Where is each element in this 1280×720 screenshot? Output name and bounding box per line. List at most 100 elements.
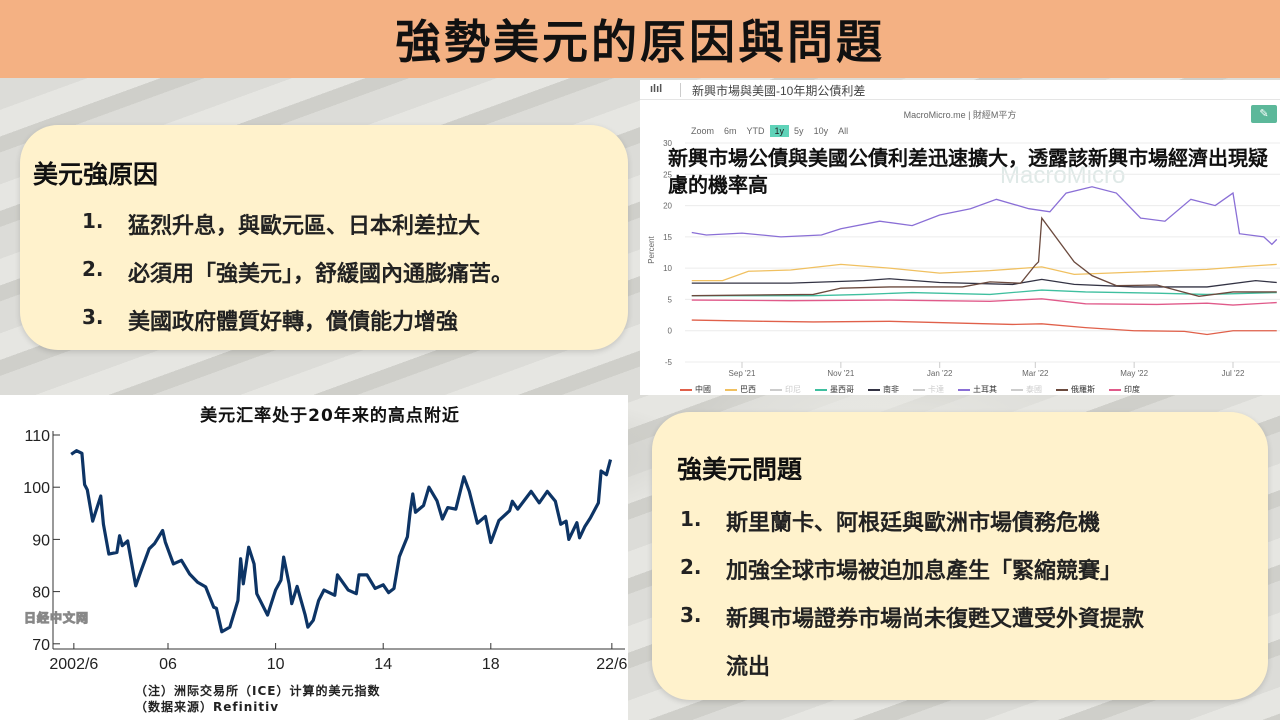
chart-panel-title: 新興市場與美國-10年期公債利差 — [692, 84, 866, 98]
y-tick-label: 25 — [663, 170, 672, 179]
title-bar: 強勢美元的原因與問題 — [0, 0, 1280, 78]
problems-title: 強美元問題 — [677, 455, 803, 484]
legend-swatch — [725, 388, 737, 391]
problem-item: 新興市場證券市場尚未復甦又遭受外資提款 — [726, 607, 1145, 632]
chart-note: （注）洲际交易所（ICE）计算的美元指数 — [135, 684, 381, 698]
dollar-chart-title: 美元汇率处于20年来的高点附近 — [200, 406, 460, 426]
series-line-墨西哥 — [691, 289, 1277, 297]
problem-item: 加強全球市場被迫加息產生「緊縮競賽」 — [726, 559, 1123, 584]
chart-overlay-caption: 新興市場公債與美國公債利差迅速擴大，透露該新興市場經濟出現疑慮的機率高 — [668, 148, 1268, 197]
y-tick-label: 110 — [24, 428, 50, 445]
legend-item[interactable]: 土耳其 — [958, 384, 997, 395]
zoom-all-button[interactable]: All — [838, 126, 849, 136]
chart-source: MacroMicro.me | 財經M平方 — [903, 110, 1017, 120]
chart-legend: 中國 巴西 印尼 墨西哥 南非 卡達 土耳其 泰國 俄羅斯 印度 — [680, 384, 1140, 395]
legend-label: 中國 — [695, 385, 711, 394]
dollar-index-chart: 70 80 90 100 110 2002/6 06 10 14 18 22/6 — [23, 428, 627, 673]
series-line-土耳其 — [691, 186, 1278, 246]
zoom-range-selector: Zoom 6m YTD 1y 5y 10y All — [686, 125, 853, 137]
spread-chart-panel: ılıl 新興市場與美國-10年期公債利差 MacroMicro.me | 財經… — [640, 80, 1280, 395]
legend-item[interactable]: 泰國 — [1011, 384, 1042, 395]
chart-toolbar: ılıl 新興市場與美國-10年期公債利差 — [640, 80, 1280, 100]
series-line-南非 — [691, 278, 1277, 288]
reason-number: 1. — [82, 209, 104, 233]
x-tick-label: 2002/6 — [49, 656, 98, 673]
problem-number: 1. — [680, 507, 702, 531]
problem-number: 3. — [680, 603, 702, 627]
x-tick-label: Sep '21 — [729, 369, 756, 378]
legend-label: 巴西 — [740, 385, 756, 394]
dollar-index-line — [70, 449, 613, 634]
legend-label: 印尼 — [785, 385, 801, 394]
zoom-ytd-button[interactable]: YTD — [746, 126, 765, 136]
x-tick-label: 10 — [267, 656, 285, 673]
legend-swatch — [1056, 388, 1068, 391]
legend-item[interactable]: 俄羅斯 — [1056, 384, 1095, 395]
y-tick-label: 70 — [32, 637, 50, 654]
zoom-1y-button[interactable]: 1y — [769, 125, 790, 137]
x-tick-label: 22/6 — [596, 656, 627, 673]
legend-item[interactable]: 卡達 — [913, 384, 944, 395]
x-tick-label: May '22 — [1120, 369, 1148, 378]
y-tick-label: 100 — [23, 480, 50, 497]
reason-number: 3. — [82, 305, 104, 329]
legend-item[interactable]: 印度 — [1109, 384, 1140, 395]
legend-swatch — [868, 388, 880, 391]
legend-item[interactable]: 印尼 — [770, 384, 801, 395]
series-line-中國 — [691, 319, 1277, 336]
reason-number: 2. — [82, 257, 104, 281]
legend-swatch — [770, 388, 782, 391]
x-tick-label: 14 — [374, 656, 392, 673]
pencil-icon[interactable]: ✎ — [1251, 105, 1277, 123]
legend-label: 土耳其 — [973, 385, 997, 394]
problem-item-continued: 流出 — [726, 655, 771, 680]
legend-item[interactable]: 南非 — [868, 384, 899, 395]
toolbar-divider — [680, 83, 681, 97]
reason-item: 美國政府體質好轉，償債能力增強 — [128, 310, 459, 335]
zoom-10y-button[interactable]: 10y — [813, 126, 829, 136]
x-tick-label: 06 — [159, 656, 177, 673]
y-tick-label: 80 — [32, 585, 50, 602]
legend-label: 泰國 — [1026, 385, 1042, 394]
legend-swatch — [1109, 388, 1121, 391]
legend-swatch — [958, 388, 970, 391]
zoom-6m-button[interactable]: 6m — [724, 126, 737, 136]
legend-label: 卡達 — [928, 385, 944, 394]
legend-item[interactable]: 巴西 — [725, 384, 756, 395]
y-tick-label: -5 — [665, 358, 673, 367]
zoom-5y-button[interactable]: 5y — [794, 126, 804, 136]
y-tick-label: 15 — [663, 233, 672, 242]
series-line-印度 — [691, 298, 1277, 306]
legend-item[interactable]: 中國 — [680, 384, 711, 395]
nikkei-watermark: 日经中文网 — [23, 611, 90, 626]
legend-swatch — [680, 388, 692, 391]
x-tick-label: Jul '22 — [1222, 369, 1245, 378]
legend-label: 南非 — [883, 385, 899, 394]
y-tick-label: 10 — [663, 264, 672, 273]
reasons-box: 美元強原因 1. 猛烈升息，與歐元區、日本利差拉大 2. 必須用「強美元」，舒緩… — [20, 125, 628, 350]
x-tick-label: Nov '21 — [827, 369, 854, 378]
dollar-index-panel: 美元汇率处于20年来的高点附近 70 80 90 100 110 2002/6 06 10 14… — [0, 395, 628, 720]
problem-number: 2. — [680, 555, 702, 579]
legend-swatch — [1011, 388, 1023, 391]
x-tick-label: 18 — [482, 656, 500, 673]
reason-item: 猛烈升息，與歐元區、日本利差拉大 — [128, 214, 481, 239]
legend-swatch — [815, 388, 827, 391]
legend-label: 印度 — [1124, 385, 1140, 394]
y-tick-label: 90 — [32, 532, 50, 549]
legend-item[interactable]: 墨西哥 — [815, 384, 854, 395]
x-tick-label: Mar '22 — [1022, 369, 1049, 378]
reasons-title: 美元強原因 — [33, 160, 159, 189]
y-tick-label: 20 — [663, 202, 672, 211]
reason-item: 必須用「強美元」，舒緩國內通膨痛苦。 — [128, 262, 514, 287]
zoom-label: Zoom — [691, 126, 715, 136]
legend-swatch — [913, 388, 925, 391]
spread-chart: -5 0 5 10 15 20 25 30 Percent Sep '21 Nov '21 Jan '… — [647, 139, 1280, 378]
bar-chart-icon[interactable]: ılıl — [650, 83, 663, 95]
y-tick-label: 5 — [668, 295, 673, 304]
y-axis-label: Percent — [647, 235, 656, 263]
legend-label: 墨西哥 — [830, 385, 854, 394]
problem-item: 斯里蘭卡、阿根廷與歐洲市場債務危機 — [726, 511, 1101, 536]
chart-source: （数据来源）Refinitiv — [135, 700, 280, 714]
macromicro-watermark: MacroMicro — [1000, 162, 1126, 189]
